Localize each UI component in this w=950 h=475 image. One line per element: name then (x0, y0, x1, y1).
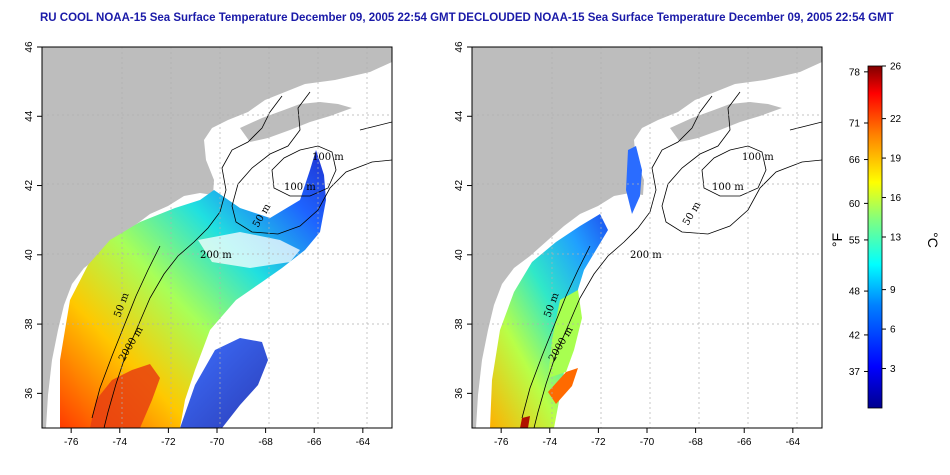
lon-tick-label: -66 (307, 437, 322, 448)
temperature-colorbar: 26 22 19 16 13 9 6 3 78 71 66 60 55 48 42 37 °F °C (829, 62, 941, 409)
land-mass (42, 47, 392, 428)
lon-tick-label: -76 (494, 437, 509, 448)
colorbar-ticks: 26 22 19 16 13 9 6 3 78 71 66 60 55 48 42 37 (849, 62, 902, 378)
lon-tick-label: -70 (210, 437, 225, 448)
celsius-tick-label: 26 (890, 62, 902, 73)
lat-tick-label: 44 (24, 110, 35, 122)
celsius-tick-label: 13 (890, 233, 902, 244)
lon-tick-label: -66 (737, 437, 752, 448)
celsius-tick-label: 3 (890, 364, 896, 375)
left-map-title: RU COOL NOAA-15 Sea Surface Temperature … (40, 12, 456, 24)
right-sst-map: 100 m 100 m 50 m 200 m 50 m 2000 m -76 -7… (454, 41, 823, 448)
lon-tick-label: -72 (161, 437, 176, 448)
lat-lon-grid (472, 47, 822, 428)
lat-tick-label: 44 (454, 110, 465, 122)
lat-tick-label: 38 (454, 318, 465, 330)
fahrenheit-tick-label: 71 (849, 119, 861, 130)
latitude-axis: 36 38 40 42 44 46 (454, 41, 472, 399)
lat-tick-label: 38 (24, 318, 35, 330)
fahrenheit-tick-label: 42 (849, 330, 861, 341)
sst-coastal (490, 214, 608, 428)
nova-scotia (670, 102, 782, 142)
left-sst-map: 100 m 100 m 50 m 200 m 50 m 2000 m -76 -7… (24, 41, 393, 448)
fahrenheit-tick-label: 37 (849, 367, 861, 378)
warm-core (90, 364, 160, 428)
longitude-axis: -76 -74 -72 -70 -68 -66 -64 (64, 428, 371, 448)
blue-offshore (180, 338, 268, 428)
contour-label: 200 m (200, 250, 232, 261)
nova-scotia (240, 102, 352, 142)
lat-tick-label: 46 (24, 41, 35, 53)
lon-tick-label: -76 (64, 437, 79, 448)
lon-tick-label: -68 (258, 437, 273, 448)
bathymetry-contours (91, 91, 392, 428)
fahrenheit-tick-label: 48 (849, 287, 861, 298)
lat-tick-label: 42 (24, 180, 35, 192)
contour-label: 100 m (284, 182, 316, 193)
fahrenheit-tick-label: 55 (849, 235, 861, 246)
lat-tick-label: 36 (454, 387, 465, 399)
celsius-tick-label: 9 (890, 285, 896, 296)
bathymetry-contours (521, 91, 822, 428)
lat-tick-label: 42 (454, 180, 465, 192)
lon-tick-label: -72 (591, 437, 606, 448)
lon-tick-label: -74 (543, 437, 558, 448)
cloud-edge (198, 232, 300, 268)
celsius-tick-label: 19 (890, 154, 902, 165)
fahrenheit-unit-label: °F (829, 233, 845, 247)
contour-label: 100 m (742, 152, 774, 163)
lon-tick-label: -64 (356, 437, 371, 448)
right-map-title: DECLOUDED NOAA-15 Sea Surface Temperatur… (458, 12, 894, 24)
lat-lon-grid (42, 47, 392, 428)
lon-tick-label: -74 (113, 437, 128, 448)
lon-tick-label: -70 (640, 437, 655, 448)
colorbar-gradient (867, 65, 883, 409)
latitude-axis: 36 38 40 42 44 46 (24, 41, 42, 399)
contour-label: 200 m (630, 250, 662, 261)
lat-tick-label: 46 (454, 41, 465, 53)
sst-warm-patch (548, 368, 578, 404)
contour-label: 100 m (312, 152, 344, 163)
fahrenheit-tick-label: 78 (849, 67, 861, 78)
fahrenheit-tick-label: 60 (849, 199, 861, 210)
fahrenheit-tick-label: 66 (849, 155, 861, 166)
sst-swath (60, 150, 326, 428)
longitude-axis: -76 -74 -72 -70 -68 -66 -64 (494, 428, 801, 448)
lon-tick-label: -68 (688, 437, 703, 448)
celsius-tick-label: 6 (890, 325, 896, 336)
lon-tick-label: -64 (786, 437, 801, 448)
celsius-tick-label: 22 (890, 114, 902, 125)
lat-tick-label: 36 (24, 387, 35, 399)
celsius-tick-label: 16 (890, 193, 902, 204)
land-mass (472, 47, 822, 428)
celsius-unit-label: °C (925, 232, 941, 248)
lat-tick-label: 40 (24, 249, 35, 261)
gulf-maine-strip (626, 146, 642, 214)
sst-warm-spot (520, 416, 530, 428)
contour-label: 100 m (712, 182, 744, 193)
lat-tick-label: 40 (454, 249, 465, 261)
